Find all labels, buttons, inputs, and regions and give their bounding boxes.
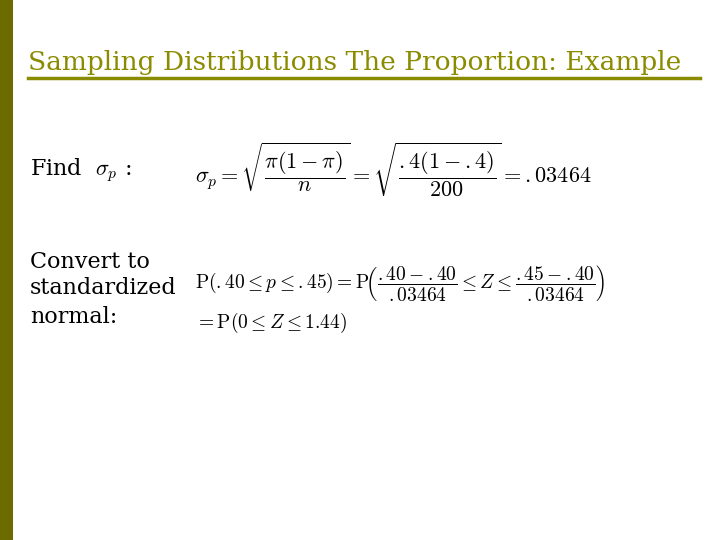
Text: Sampling Distributions The Proportion: Example: Sampling Distributions The Proportion: E… (28, 50, 681, 75)
Text: $\mathrm{P}(.40 \leq p \leq .45) = \mathrm{P}\!\left(\dfrac{.40-.40}{.03464} \le: $\mathrm{P}(.40 \leq p \leq .45) = \math… (195, 263, 606, 303)
Text: standardized: standardized (30, 277, 176, 299)
Text: $\sigma_p = \sqrt{\dfrac{\pi(1-\pi)}{n}} = \sqrt{\dfrac{.4(1-.4)}{200}} = .03464: $\sigma_p = \sqrt{\dfrac{\pi(1-\pi)}{n}}… (195, 141, 592, 199)
Bar (0, 0, 13, 540)
Text: normal:: normal: (30, 306, 117, 328)
Text: $= \mathrm{P}(0 \leq Z \leq 1.44)$: $= \mathrm{P}(0 \leq Z \leq 1.44)$ (195, 311, 347, 335)
Text: Find  $\sigma_p$ :: Find $\sigma_p$ : (30, 156, 132, 184)
Text: Convert to: Convert to (30, 251, 150, 273)
